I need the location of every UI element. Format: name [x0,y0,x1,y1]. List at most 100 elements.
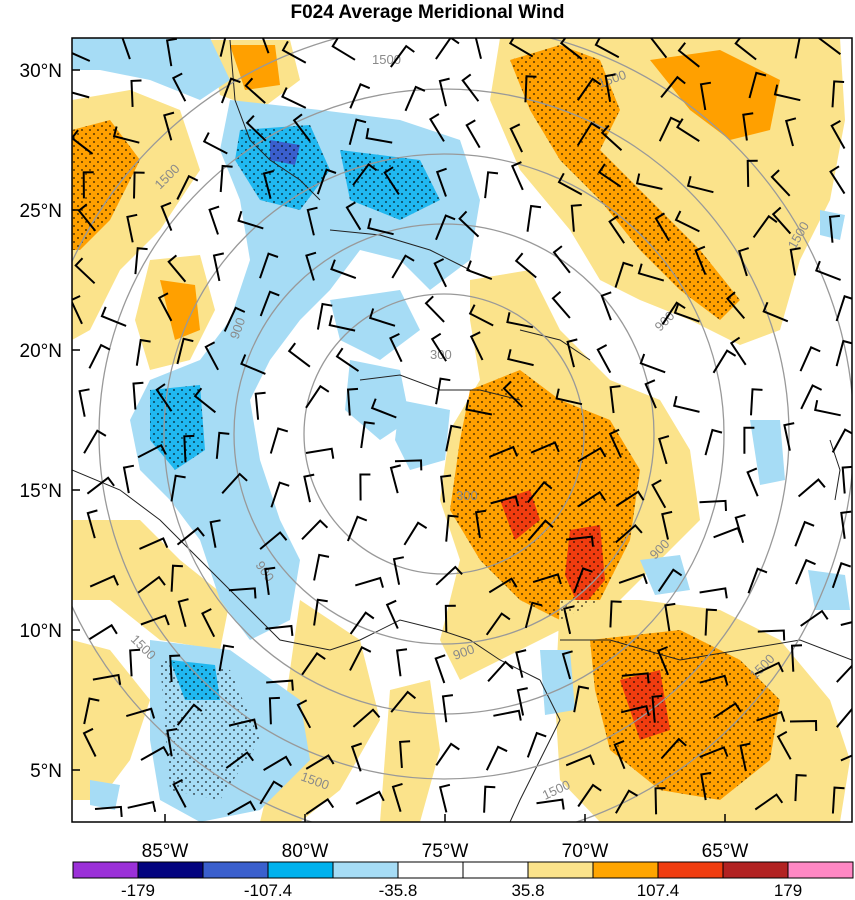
wind-barb [86,509,98,539]
wind-barb [526,731,547,758]
wind-barb [465,119,481,149]
wind-barb [265,624,294,637]
wind-barb [433,258,447,288]
wind-barb [306,206,318,236]
wind-barb [438,77,450,107]
wind-barb [725,291,746,320]
wind-barb [771,206,792,235]
wind-barb [72,129,94,155]
wind-barb [445,424,462,452]
wind-barb [789,719,818,732]
wind-barb [508,38,534,58]
wind-barb [445,514,459,542]
wind-barb [664,602,676,632]
wind-barb [532,573,562,585]
lat-label-20n: 20°N [20,341,62,362]
colorbar-label-5: 179 [774,881,802,900]
wind-barb [345,201,362,231]
wind-barb [815,260,841,281]
wind-barb [335,347,360,372]
wind-barb [487,660,514,682]
wind-barb [215,431,230,459]
wind-barb [840,510,852,539]
wind-barb [828,214,841,243]
lat-label-25n: 25°N [20,201,62,222]
wind-barb [349,645,372,671]
wind-barb [126,707,156,719]
wind-barb [100,306,127,327]
wind-barb [92,673,122,685]
wind-barb [794,520,815,547]
wind-barb [259,290,280,317]
wind-barb [797,478,826,498]
wind-barb [202,132,228,155]
wind-barb [776,730,792,760]
wind-barb [281,40,307,64]
wind-barb [526,480,553,504]
wind-barb [651,479,667,509]
wind-barb [303,473,315,503]
wind-barb [112,126,140,144]
wind-barb [424,295,445,323]
wind-barb [193,387,217,414]
wind-barbs [72,38,852,817]
wind-barb [440,474,452,503]
wind-barb [209,519,221,548]
wind-barb [563,605,575,635]
lat-label-30n: 30°N [20,61,62,82]
wind-barb [830,120,846,149]
wind-barb [287,342,311,368]
wind-barb [658,116,681,142]
wind-barb [225,751,255,769]
wind-barb [139,537,169,550]
wind-barb [831,786,845,814]
wind-barb [171,72,187,102]
map-title: F024 Average Meridional Wind [290,2,565,23]
colorbar-swatch [267,861,334,879]
wind-barb [166,728,178,757]
colorbar-label-4: 107.4 [637,881,680,900]
wind-barb [739,742,751,772]
stippling-overlay [72,45,780,800]
wind-barb [259,780,283,805]
wind-barb [649,38,668,59]
wind-barb [88,623,118,640]
wind-barb [614,261,634,288]
colorbar-swatch [787,861,854,879]
wind-barb [348,118,367,145]
wind-barb [840,621,852,626]
wind-barb [212,252,225,282]
wind-barb [88,343,111,369]
wind-barb [305,447,335,459]
wind-barb [594,38,620,59]
wind-barb [552,245,571,274]
wind-barb [392,556,404,585]
colorbar-swatch [397,861,464,879]
wind-barb [596,344,612,374]
ring-label-300-lower: 300 [456,488,478,503]
wind-barb [835,339,852,367]
colorbar-swatch [332,861,399,879]
wind-barb [831,80,845,108]
wind-barb [155,383,173,412]
wind-barb [484,171,499,199]
wind-barb [461,73,480,102]
wind-barb [228,718,258,730]
wind-barb [699,81,712,111]
wind-barb [263,755,292,771]
wind-barb [240,354,266,375]
lon-label-75w: 75°W [422,841,469,862]
wind-barb [814,400,841,417]
wind-barb [403,521,428,546]
wind-barb [132,381,144,410]
wind-barb [296,699,312,729]
colorbar-swatch [657,861,724,879]
wind-barb [221,472,248,494]
wind-barb [618,573,648,585]
wind-barb [794,38,801,59]
wind-barb [121,38,131,60]
wind-barb [600,124,623,151]
wind-barb [176,703,203,726]
wind-barb [674,210,700,233]
